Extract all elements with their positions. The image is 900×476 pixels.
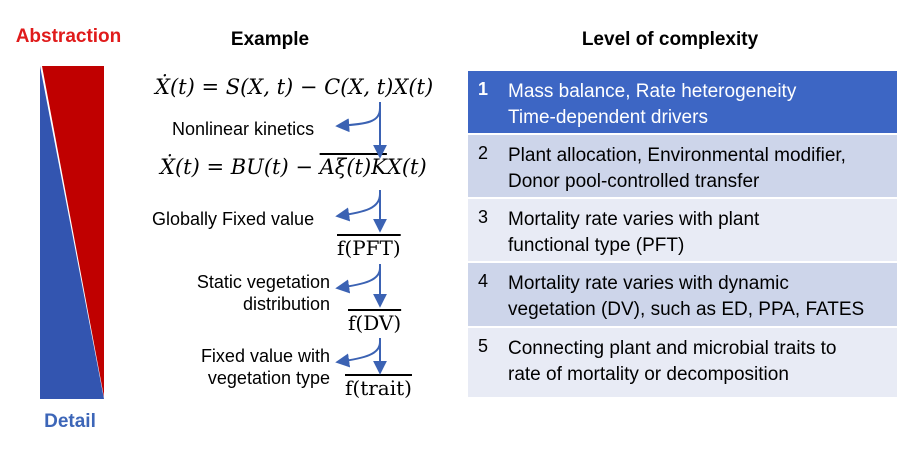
level-description: Mortality rate varies with plant functio… — [498, 199, 897, 261]
result-f-pft: f(PFT) — [337, 236, 401, 260]
level-description: Mortality rate varies with dynamic veget… — [498, 263, 897, 326]
complexity-row-2: 2 Plant allocation, Environmental modifi… — [468, 135, 897, 199]
level-number: 1 — [477, 79, 488, 99]
level-line: vegetation (DV), such as ED, PPA, FATES — [508, 299, 865, 320]
level-of-complexity-header: Level of complexity — [581, 29, 759, 50]
step-note-line: Fixed value with — [200, 346, 330, 366]
step-note-line: Static vegetation — [196, 272, 330, 292]
result-f-trait: f(trait) — [345, 376, 412, 400]
equation-matrix: Ẋ(t) = BU(t) − Aξ(t)KX(t) — [160, 155, 427, 179]
level-number: 2 — [477, 143, 488, 163]
level-description: Plant allocation, Environmental modifier… — [498, 135, 897, 197]
equation-matrix-left: Ẋ(t) = BU(t) − — [160, 155, 320, 179]
result-f-dv: f(DV) — [348, 311, 402, 335]
arrow-left-1 — [335, 107, 381, 133]
arrow-left-2 — [335, 193, 381, 222]
level-description: Connecting plant and microbial traits to… — [498, 328, 897, 397]
level-description: Mass balance, Rate heterogeneity Time-de… — [498, 71, 897, 133]
level-line: functional type (PFT) — [508, 235, 685, 256]
complexity-row-3: 3 Mortality rate varies with plant funct… — [468, 199, 897, 263]
abstraction-wedge-red — [42, 66, 104, 397]
complexity-row-5: 5 Connecting plant and microbial traits … — [468, 328, 897, 397]
level-number: 5 — [477, 336, 488, 356]
arrow-left-4 — [335, 341, 381, 368]
step-note-static-vegetation: Static vegetation distribution — [170, 271, 330, 315]
step-note-globally-fixed: Globally Fixed value — [152, 209, 315, 229]
equation-matrix-overlined: Aξ(t)K — [319, 155, 387, 179]
level-number: 4 — [477, 271, 488, 291]
abstraction-detail-wedge — [40, 66, 104, 399]
level-line: Connecting plant and microbial traits to — [508, 338, 837, 359]
example-header: Example — [230, 29, 310, 50]
level-line: Mortality rate varies with plant — [508, 209, 760, 230]
abstraction-label: Abstraction — [15, 26, 122, 47]
step-note-nonlinear-kinetics: Nonlinear kinetics — [172, 119, 315, 139]
step-note-fixed-value-vegetation: Fixed value with vegetation type — [170, 345, 330, 389]
complexity-row-4: 4 Mortality rate varies with dynamic veg… — [468, 263, 897, 328]
step-note-line: distribution — [242, 294, 330, 314]
level-line: Time-dependent drivers — [508, 107, 708, 128]
level-line: rate of mortality or decomposition — [508, 364, 789, 385]
connector-arrows — [335, 102, 387, 375]
complexity-table: 1 Mass balance, Rate heterogeneity Time-… — [468, 71, 897, 397]
level-line: Plant allocation, Environmental modifier… — [508, 145, 846, 166]
level-line: Donor pool-controlled transfer — [508, 171, 760, 192]
detail-wedge-blue — [40, 66, 104, 399]
equation-general: Ẋ(t) = S(X, t) − C(X, t)X(t) — [155, 75, 434, 99]
level-number: 3 — [477, 207, 488, 227]
equation-matrix-right: X(t) — [386, 155, 427, 179]
step-note-line: vegetation type — [207, 368, 330, 388]
complexity-row-1: 1 Mass balance, Rate heterogeneity Time-… — [468, 71, 897, 135]
level-line: Mass balance, Rate heterogeneity — [508, 81, 797, 102]
arrow-left-3 — [335, 267, 381, 294]
level-line: Mortality rate varies with dynamic — [508, 273, 789, 294]
detail-label: Detail — [44, 411, 96, 432]
